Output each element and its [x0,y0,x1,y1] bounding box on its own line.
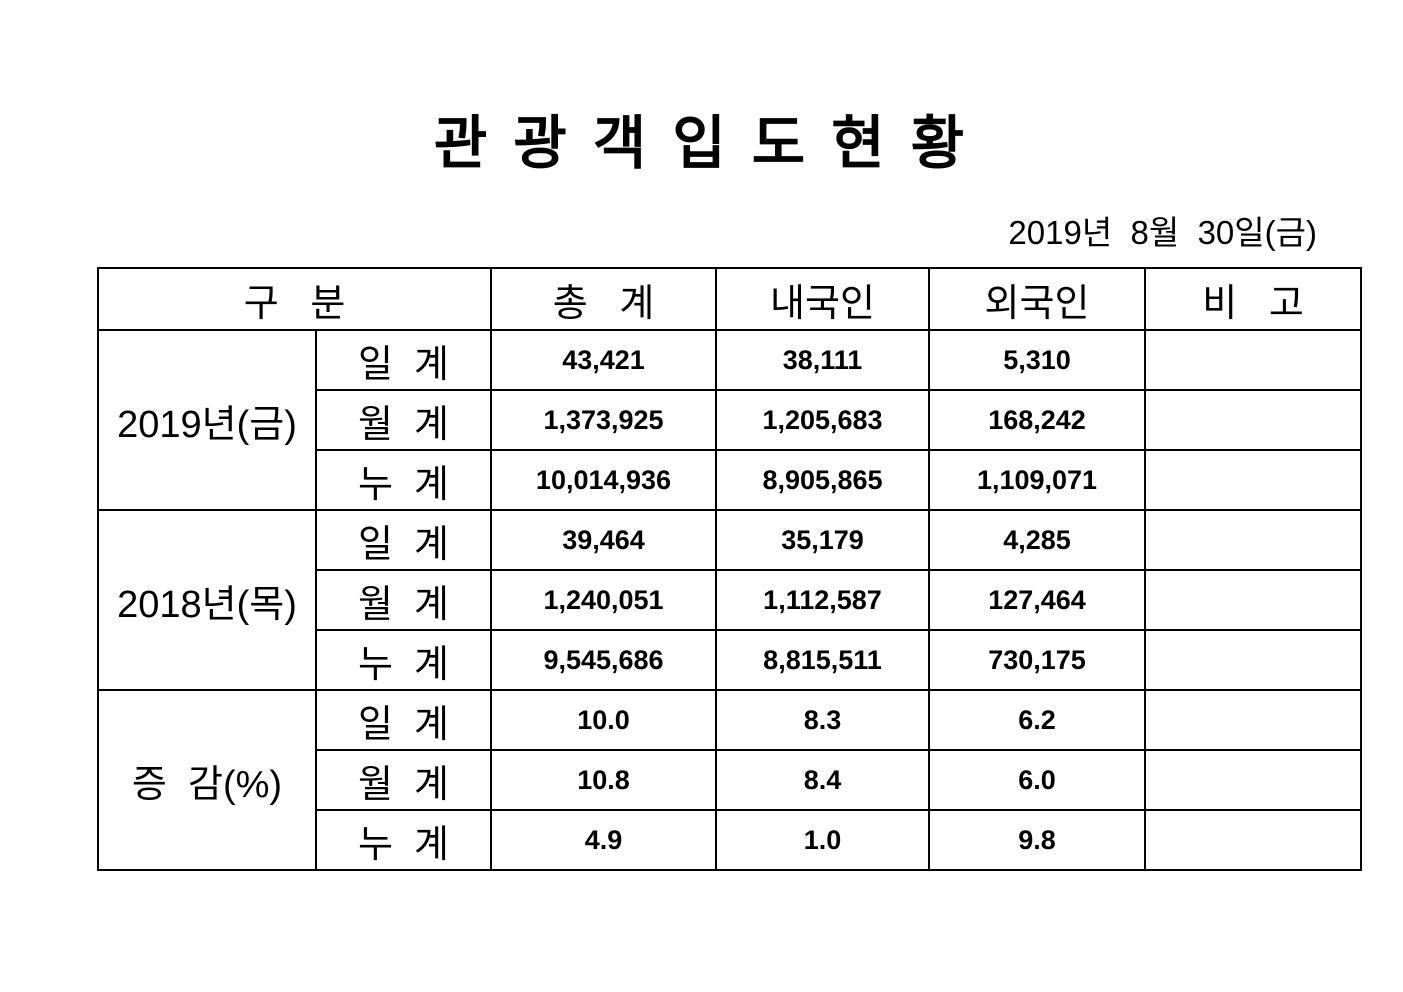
row-label-cumulative: 누 계 [315,629,492,691]
table-row: 월 계 1,240,051 1,112,587 127,464 [98,569,1362,631]
value-domestic: 8,905,865 [715,449,930,511]
value-total: 10.0 [490,689,717,751]
table-row: 누 계 9,545,686 8,815,511 730,175 [98,629,1362,691]
value-domestic: 1,205,683 [715,389,930,451]
group-label-2018: 2018년(목) [97,509,317,691]
value-domestic: 1.0 [715,809,930,871]
table-row: 누 계 10,014,936 8,905,865 1,109,071 [98,449,1362,511]
remark-cell [1144,329,1362,391]
value-total: 1,240,051 [490,569,717,631]
value-foreign: 127,464 [928,569,1146,631]
remark-cell [1144,809,1362,871]
value-total: 43,421 [490,329,717,391]
header-total: 총 계 [490,267,717,331]
remark-cell [1144,749,1362,811]
value-foreign: 5,310 [928,329,1146,391]
row-label-daily: 일 계 [315,509,492,571]
remark-cell [1144,449,1362,511]
value-total: 10.8 [490,749,717,811]
value-foreign: 6.2 [928,689,1146,751]
header-domestic: 내국인 [715,267,930,331]
group-label-change-pct: 증 감(%) [97,689,317,871]
row-label-cumulative: 누 계 [315,809,492,871]
document-title: 관 광 객 입 도 현 황 [433,111,970,176]
value-foreign: 730,175 [928,629,1146,691]
table-header-row: 구 분 총 계 내국인 외국인 비 고 [97,267,1362,331]
row-label-cumulative: 누 계 [315,449,492,511]
remark-cell [1144,389,1362,451]
tourist-arrival-table: 구 분 총 계 내국인 외국인 비 고 2019년(금) 일 계 43,421 … [97,267,1362,871]
value-domestic: 8,815,511 [715,629,930,691]
value-foreign: 9.8 [928,809,1146,871]
value-total: 9,545,686 [490,629,717,691]
value-foreign: 168,242 [928,389,1146,451]
table-row: 2018년(목) 일 계 39,464 35,179 4,285 [97,509,1362,691]
value-domestic: 1,112,587 [715,569,930,631]
value-domestic: 38,111 [715,329,930,391]
value-foreign: 1,109,071 [928,449,1146,511]
value-total: 4.9 [490,809,717,871]
value-total: 1,373,925 [490,389,717,451]
remark-cell [1144,569,1362,631]
remark-cell [1144,629,1362,691]
header-foreign: 외국인 [928,267,1146,331]
table-row: 월 계 1,373,925 1,205,683 168,242 [98,389,1362,451]
remark-cell [1144,509,1362,571]
value-domestic: 8.3 [715,689,930,751]
row-label-monthly: 월 계 [315,749,492,811]
header-category: 구 분 [97,267,492,331]
row-label-monthly: 월 계 [315,569,492,631]
row-label-daily: 일 계 [315,329,492,391]
table-row: 월 계 10.8 8.4 6.0 [98,749,1362,811]
table-row: 증 감(%) 일 계 10.0 8.3 6.2 [97,689,1362,871]
row-label-daily: 일 계 [315,689,492,751]
value-domestic: 8.4 [715,749,930,811]
table-row: 누 계 4.9 1.0 9.8 [98,809,1362,871]
value-foreign: 6.0 [928,749,1146,811]
value-total: 10,014,936 [490,449,717,511]
row-label-monthly: 월 계 [315,389,492,451]
header-remarks: 비 고 [1144,267,1362,331]
value-foreign: 4,285 [928,509,1146,571]
value-domestic: 35,179 [715,509,930,571]
remark-cell [1144,689,1362,751]
value-total: 39,464 [490,509,717,571]
table-row: 2019년(금) 일 계 43,421 38,111 5,310 [97,329,1362,511]
group-label-2019: 2019년(금) [97,329,317,511]
report-date: 2019년 8월 30일(금) [1008,214,1317,251]
